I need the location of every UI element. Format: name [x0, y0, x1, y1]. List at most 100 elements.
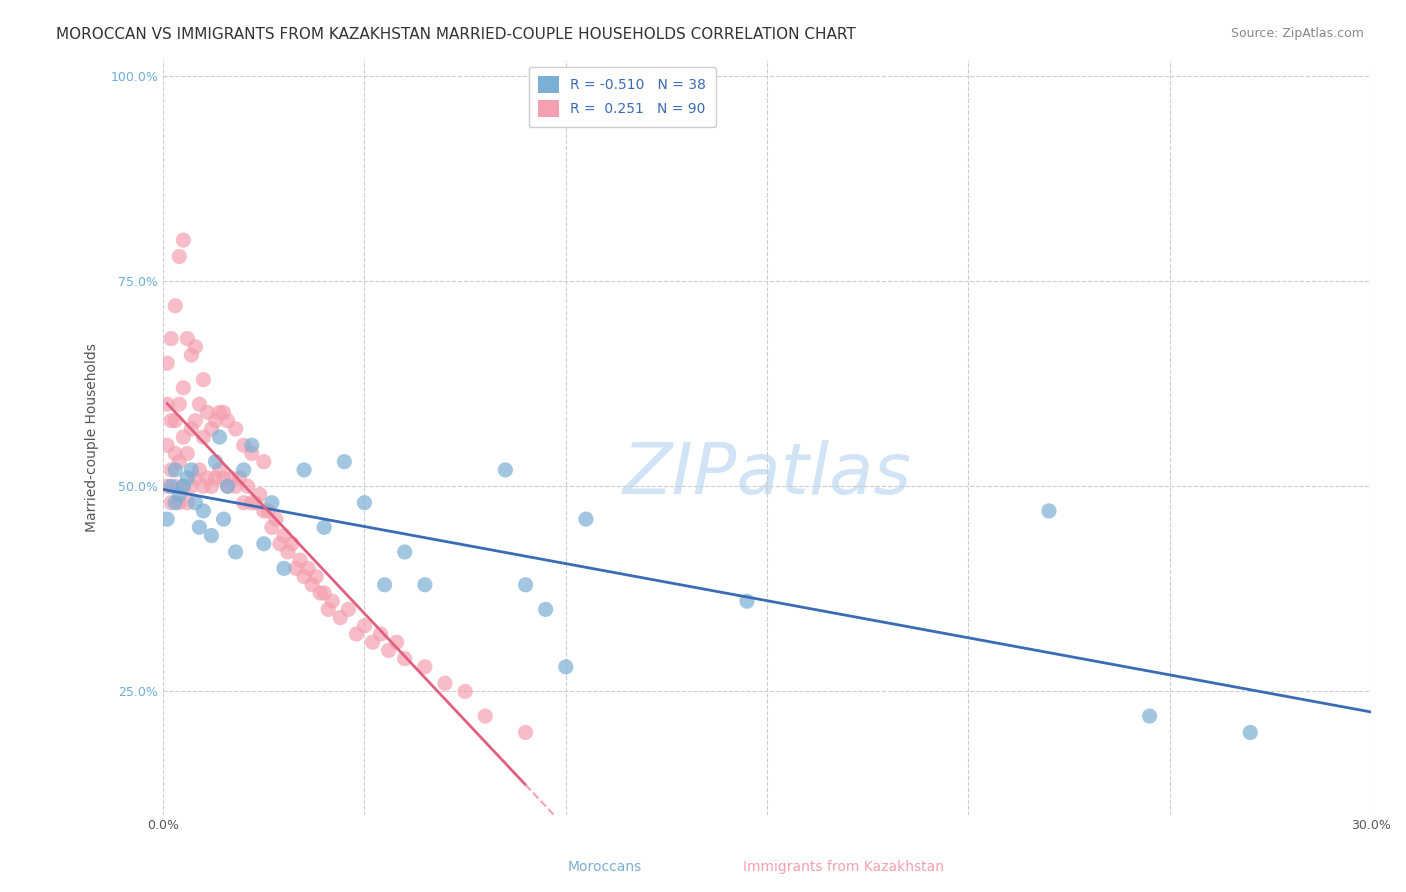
- Point: [314, 586, 336, 600]
- Point: [240, 438, 263, 452]
- Point: [167, 455, 190, 469]
- Point: [225, 479, 247, 493]
- Point: [180, 348, 202, 362]
- Point: [193, 373, 215, 387]
- Point: [281, 537, 304, 551]
- Point: [1038, 504, 1060, 518]
- Point: [197, 471, 219, 485]
- Point: [167, 250, 190, 264]
- Point: [309, 586, 332, 600]
- Point: [217, 479, 239, 493]
- Point: [204, 471, 226, 485]
- Y-axis label: Married-couple Households: Married-couple Households: [86, 343, 100, 532]
- Point: [200, 422, 222, 436]
- Point: [321, 594, 343, 608]
- Point: [160, 496, 183, 510]
- Point: [156, 512, 179, 526]
- Point: [184, 471, 207, 485]
- Point: [225, 422, 247, 436]
- Point: [165, 479, 187, 493]
- Point: [256, 504, 278, 518]
- Point: [217, 414, 239, 428]
- Point: [474, 709, 496, 723]
- Point: [361, 635, 384, 649]
- Point: [197, 405, 219, 419]
- Point: [245, 496, 267, 510]
- Text: Source: ZipAtlas.com: Source: ZipAtlas.com: [1230, 27, 1364, 40]
- Point: [176, 471, 198, 485]
- Point: [176, 332, 198, 346]
- Point: [208, 430, 231, 444]
- Point: [204, 455, 226, 469]
- Point: [333, 455, 356, 469]
- Point: [160, 414, 183, 428]
- Point: [515, 578, 537, 592]
- Point: [184, 496, 207, 510]
- Point: [260, 496, 283, 510]
- Point: [305, 569, 328, 583]
- Point: [433, 676, 456, 690]
- Point: [273, 561, 295, 575]
- Point: [172, 381, 194, 395]
- Point: [165, 463, 187, 477]
- Point: [236, 479, 259, 493]
- Point: [184, 414, 207, 428]
- Point: [212, 405, 235, 419]
- Point: [301, 578, 323, 592]
- Point: [277, 545, 299, 559]
- Point: [515, 725, 537, 739]
- Point: [1139, 709, 1161, 723]
- Point: [188, 397, 211, 411]
- Point: [413, 578, 436, 592]
- Point: [413, 660, 436, 674]
- Point: [156, 438, 179, 452]
- Point: [172, 233, 194, 247]
- Text: MOROCCAN VS IMMIGRANTS FROM KAZAKHSTAN MARRIED-COUPLE HOUSEHOLDS CORRELATION CHA: MOROCCAN VS IMMIGRANTS FROM KAZAKHSTAN M…: [56, 27, 856, 42]
- Point: [165, 496, 187, 510]
- Point: [228, 471, 250, 485]
- Text: Moroccans: Moroccans: [568, 860, 641, 874]
- Point: [353, 619, 375, 633]
- Point: [160, 479, 183, 493]
- Point: [193, 479, 215, 493]
- Point: [314, 520, 336, 534]
- Point: [253, 455, 276, 469]
- Point: [273, 528, 295, 542]
- Point: [374, 578, 396, 592]
- Point: [188, 520, 211, 534]
- Point: [292, 569, 315, 583]
- Point: [394, 545, 416, 559]
- Point: [200, 479, 222, 493]
- Point: [240, 496, 263, 510]
- Point: [337, 602, 360, 616]
- Point: [180, 479, 202, 493]
- Point: [297, 561, 319, 575]
- Point: [188, 463, 211, 477]
- Point: [172, 479, 194, 493]
- Point: [172, 479, 194, 493]
- Point: [204, 414, 226, 428]
- Point: [176, 446, 198, 460]
- Point: [554, 660, 576, 674]
- Point: [156, 479, 179, 493]
- Text: ZIPatlas: ZIPatlas: [623, 441, 911, 509]
- Point: [225, 545, 247, 559]
- Point: [165, 414, 187, 428]
- Point: [165, 446, 187, 460]
- Point: [344, 627, 367, 641]
- Point: [180, 422, 202, 436]
- Point: [329, 610, 352, 624]
- Point: [160, 463, 183, 477]
- Point: [353, 496, 375, 510]
- Point: [240, 446, 263, 460]
- Point: [370, 627, 392, 641]
- Legend: R = -0.510   N = 38, R =  0.251   N = 90: R = -0.510 N = 38, R = 0.251 N = 90: [529, 67, 716, 127]
- Point: [454, 684, 477, 698]
- Text: Immigrants from Kazakhstan: Immigrants from Kazakhstan: [744, 860, 943, 874]
- Point: [285, 561, 308, 575]
- Point: [316, 602, 339, 616]
- Point: [208, 463, 231, 477]
- Point: [253, 504, 276, 518]
- Point: [165, 299, 187, 313]
- Point: [288, 553, 311, 567]
